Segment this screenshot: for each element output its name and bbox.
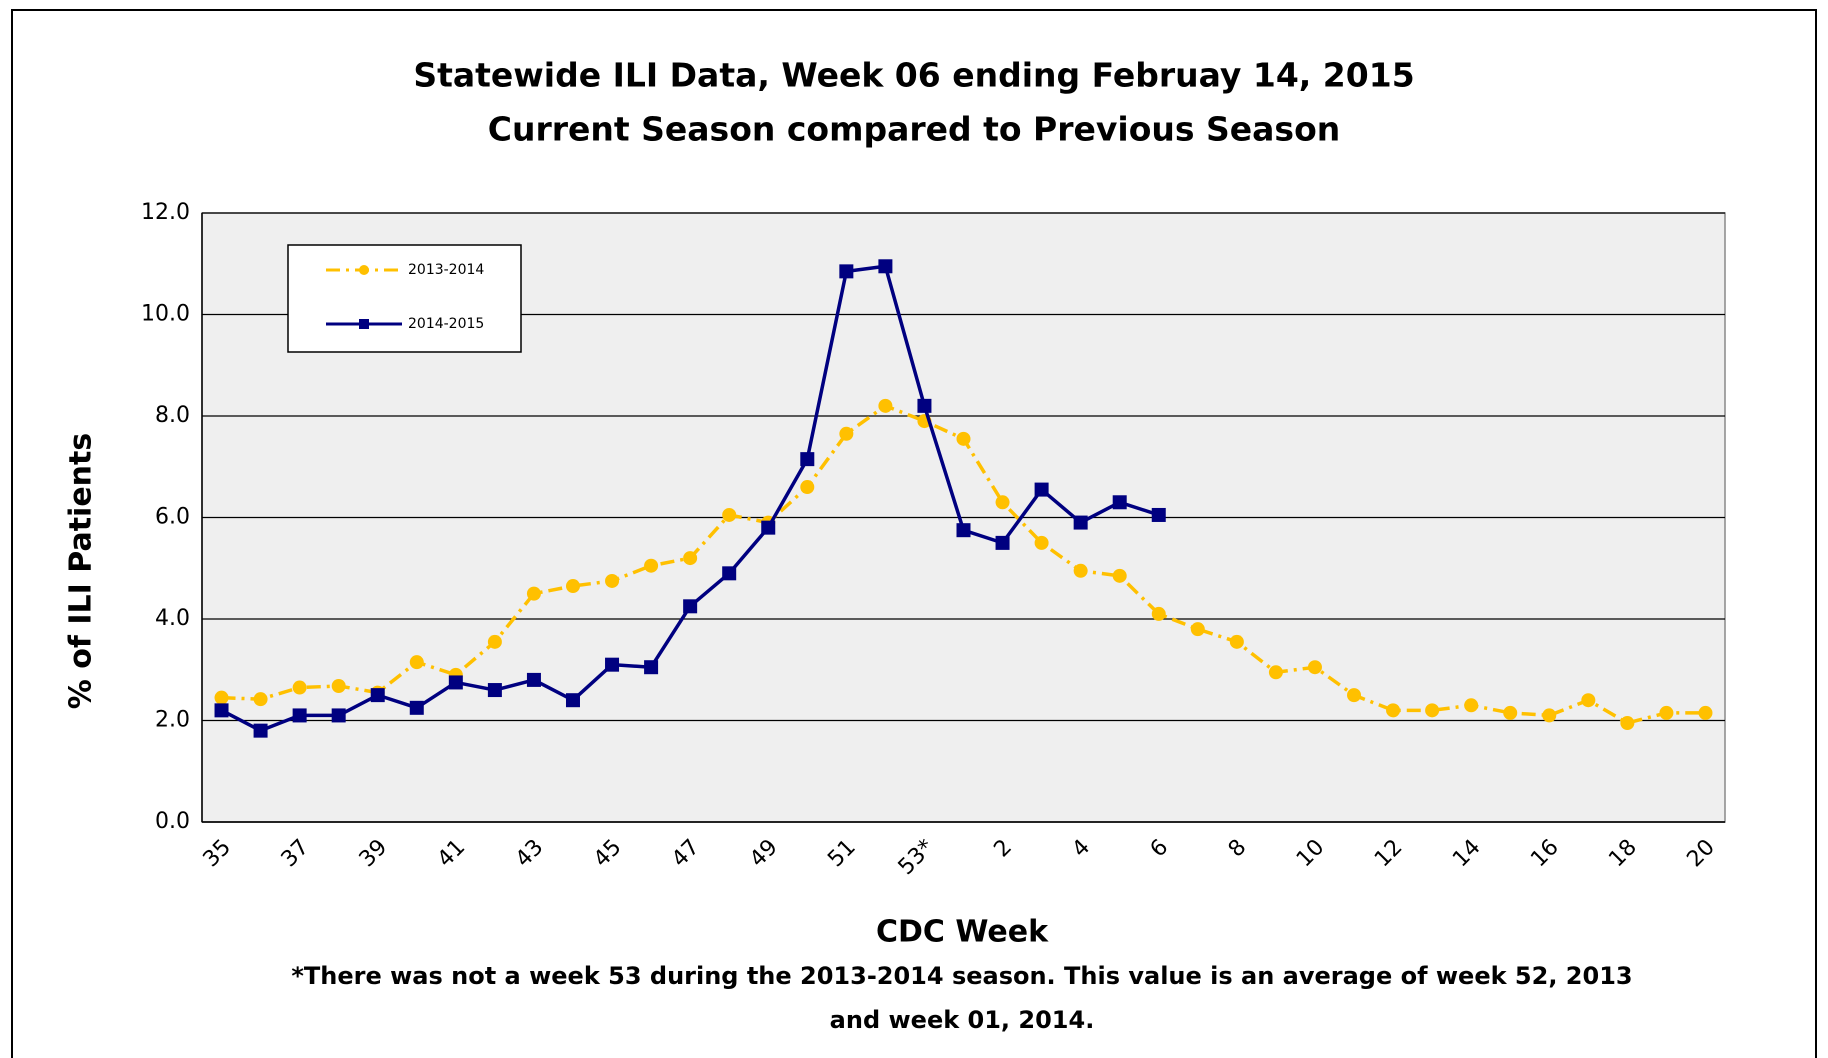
point xyxy=(214,690,229,705)
point xyxy=(878,398,893,413)
point xyxy=(1073,515,1088,530)
point xyxy=(878,259,893,274)
point xyxy=(565,579,580,594)
footnote: and week 01, 2014. xyxy=(830,1006,1095,1034)
point xyxy=(1151,507,1166,522)
point xyxy=(917,398,932,413)
legend-box xyxy=(287,244,522,353)
point xyxy=(605,573,620,588)
chart-subtitle: Current Season compared to Previous Seas… xyxy=(488,110,1341,149)
y-tick-label: 8.0 xyxy=(155,403,190,428)
point xyxy=(1698,705,1713,720)
point xyxy=(644,558,659,573)
point xyxy=(1386,703,1401,718)
point xyxy=(1112,568,1127,583)
legend-label: 2014-2015 xyxy=(408,316,484,332)
point xyxy=(1268,665,1283,680)
point xyxy=(448,675,463,690)
point xyxy=(409,700,424,715)
chart-title: Statewide ILI Data, Week 06 ending Febru… xyxy=(413,56,1414,95)
point xyxy=(683,599,698,614)
point xyxy=(722,566,737,581)
point xyxy=(800,452,815,467)
y-tick-label: 10.0 xyxy=(141,302,190,327)
point xyxy=(409,655,424,670)
point xyxy=(565,693,580,708)
point xyxy=(1229,634,1244,649)
legend-marker xyxy=(359,265,369,275)
y-tick-label: 6.0 xyxy=(155,505,190,530)
point xyxy=(1425,703,1440,718)
point xyxy=(1034,482,1049,497)
point xyxy=(956,431,971,446)
point xyxy=(722,507,737,522)
point xyxy=(605,657,620,672)
point xyxy=(292,680,307,695)
point xyxy=(214,703,229,718)
point xyxy=(253,723,268,738)
point xyxy=(526,672,541,687)
y-tick-label: 12.0 xyxy=(141,200,190,225)
point xyxy=(1464,698,1479,713)
point xyxy=(1659,705,1674,720)
point xyxy=(1347,688,1362,703)
point xyxy=(644,660,659,675)
point xyxy=(995,535,1010,550)
legend-marker xyxy=(359,319,369,329)
point xyxy=(292,708,307,723)
point xyxy=(253,692,268,707)
point xyxy=(1190,622,1205,637)
point xyxy=(487,634,502,649)
point xyxy=(761,520,776,535)
point xyxy=(683,551,698,566)
point xyxy=(1620,716,1635,731)
point xyxy=(1112,495,1127,510)
point xyxy=(839,264,854,279)
point xyxy=(487,683,502,698)
point xyxy=(331,678,346,693)
point xyxy=(370,688,385,703)
point xyxy=(1503,705,1518,720)
y-tick-label: 4.0 xyxy=(155,606,190,631)
point xyxy=(1581,693,1596,708)
point xyxy=(1542,708,1557,723)
series-layer xyxy=(214,259,1713,738)
point xyxy=(800,480,815,495)
y-tick-label: 0.0 xyxy=(155,809,190,834)
y-tick-label: 2.0 xyxy=(155,708,190,733)
point xyxy=(1151,606,1166,621)
y-axis-title: % of ILI Patients xyxy=(64,433,99,709)
point xyxy=(956,523,971,538)
point xyxy=(526,586,541,601)
point xyxy=(995,495,1010,510)
footnote: *There was not a week 53 during the 2013… xyxy=(291,962,1632,990)
point xyxy=(839,426,854,441)
point xyxy=(1034,535,1049,550)
legend: 2013-2014 2014-2015 xyxy=(287,244,522,353)
point xyxy=(1307,660,1322,675)
point xyxy=(1073,563,1088,578)
point xyxy=(331,708,346,723)
x-axis-title: CDC Week xyxy=(876,915,1049,950)
legend-label: 2013-2014 xyxy=(408,262,484,278)
